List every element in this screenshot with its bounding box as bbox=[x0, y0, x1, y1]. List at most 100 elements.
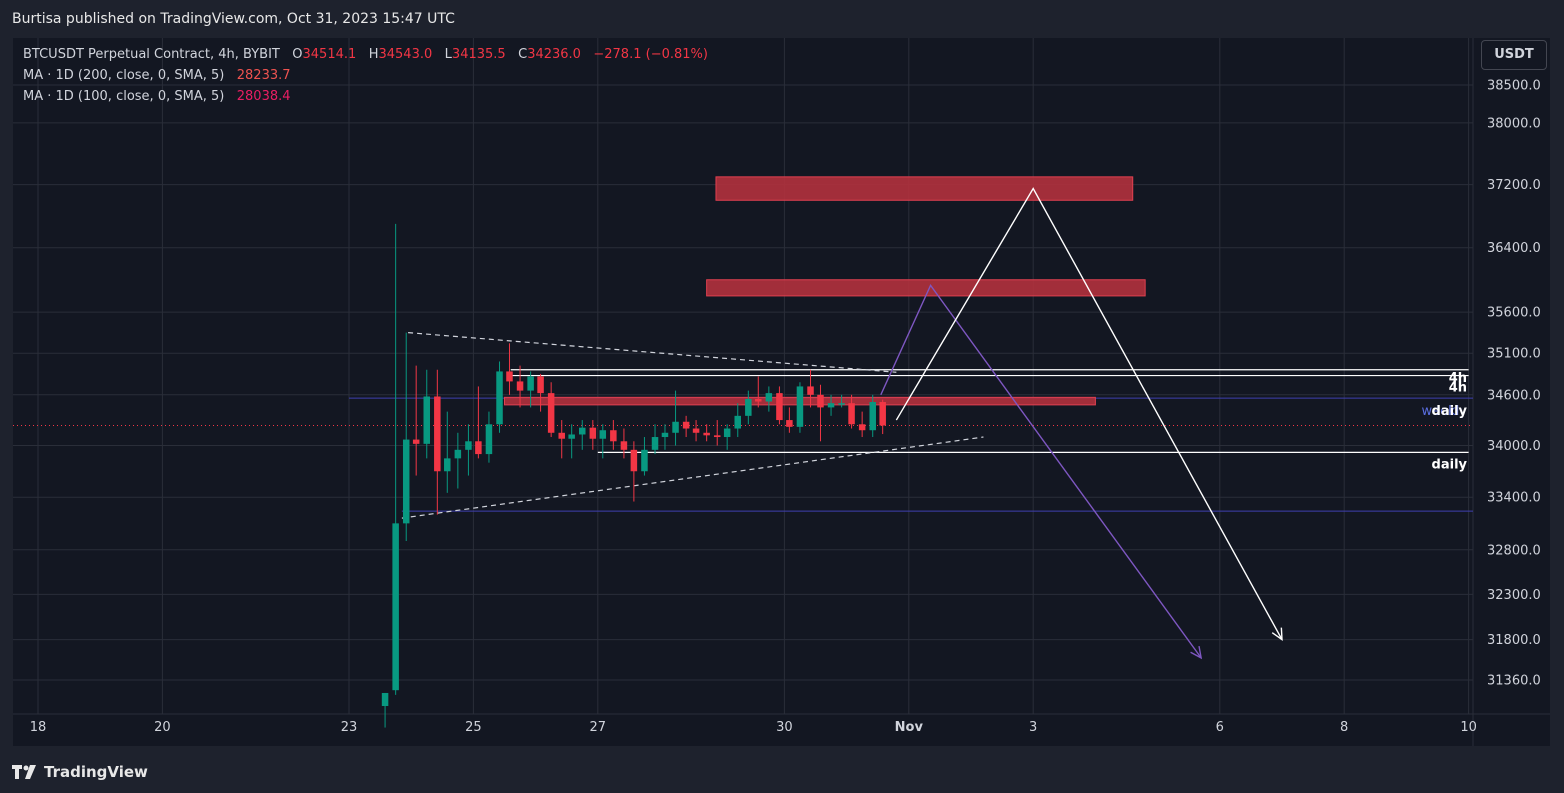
supply-zone-1 bbox=[706, 279, 1146, 297]
y-tick-label-8: 33400.0 bbox=[1487, 491, 1541, 506]
y-tick-label-9: 32800.0 bbox=[1487, 543, 1541, 558]
candle-body-24 bbox=[630, 449, 638, 472]
legend-close-label: C bbox=[518, 47, 528, 62]
candle-body-5 bbox=[434, 396, 441, 472]
projection-purple-arrowhead bbox=[1190, 645, 1203, 660]
candle-body-45 bbox=[848, 403, 855, 425]
y-tick-label-11: 31800.0 bbox=[1487, 633, 1541, 648]
candle-body-23 bbox=[620, 441, 628, 450]
x-tick-label-5: 30 bbox=[776, 720, 793, 735]
chart-legend: BTCUSDT Perpetual Contract, 4h, BYBIT O3… bbox=[23, 44, 708, 107]
label-daily-1: daily bbox=[1432, 404, 1468, 419]
candle-body-4 bbox=[423, 396, 430, 444]
candle-body-11 bbox=[496, 371, 503, 425]
x-tick-label-8: 6 bbox=[1216, 720, 1224, 735]
chart-area[interactable]: 38500.0 38000.0 37200.0 36400.0 35600.0 35100… bbox=[13, 38, 1550, 746]
y-tick-label-1: 38000.0 bbox=[1487, 116, 1541, 131]
label-daily-2: daily bbox=[1432, 457, 1468, 472]
candle-body-34 bbox=[734, 415, 741, 429]
candle-body-3 bbox=[412, 439, 420, 444]
candle-body-44 bbox=[838, 403, 845, 405]
legend-open-value: 34514.1 bbox=[302, 47, 357, 62]
x-tick-label-1: 20 bbox=[154, 720, 171, 735]
x-tick-label-0: 18 bbox=[30, 720, 47, 735]
candle-body-48 bbox=[879, 402, 886, 426]
legend-ma100-row: MA · 1D (100, close, 0, SMA, 5) 28038.4 bbox=[23, 86, 708, 107]
x-tick-label-6: Nov bbox=[895, 720, 924, 735]
legend-high-label: H bbox=[368, 47, 379, 62]
projection-white-arrowhead bbox=[1271, 627, 1283, 641]
candle-body-40 bbox=[796, 386, 804, 427]
candle-body-32 bbox=[713, 435, 721, 438]
y-tick-label-0: 38500.0 bbox=[1487, 79, 1541, 94]
x-tick-label-7: 3 bbox=[1029, 720, 1037, 735]
triangle-upper-line bbox=[408, 332, 897, 373]
legend-low-value: 34135.5 bbox=[451, 47, 506, 62]
legend-ma200-label: MA · 1D (200, close, 0, SMA, 5) bbox=[23, 68, 225, 83]
y-tick-label-10: 32300.0 bbox=[1487, 588, 1541, 603]
x-tick-label-10: 10 bbox=[1460, 720, 1477, 735]
y-tick-label-6: 34600.0 bbox=[1487, 388, 1541, 403]
candle-body-35 bbox=[745, 398, 752, 416]
candle-body-42 bbox=[817, 394, 824, 408]
y-tick-label-2: 37200.0 bbox=[1487, 178, 1541, 193]
candle-body-1 bbox=[392, 523, 399, 691]
candle-body-25 bbox=[641, 449, 648, 472]
candle-body-46 bbox=[858, 424, 866, 431]
footer: TradingView bbox=[12, 760, 148, 784]
y-tick-label-7: 34000.0 bbox=[1487, 439, 1541, 454]
candle-body-29 bbox=[682, 421, 690, 429]
candle-body-38 bbox=[776, 393, 783, 421]
label-4h-2: 4h bbox=[1449, 381, 1467, 396]
price-chart[interactable]: 38500.0 38000.0 37200.0 36400.0 35600.0 35100… bbox=[13, 38, 1550, 746]
y-tick-label-4: 35600.0 bbox=[1487, 306, 1541, 321]
candle-body-20 bbox=[589, 427, 597, 439]
label-4h-1: 4h bbox=[1449, 371, 1467, 386]
candle-body-39 bbox=[786, 420, 793, 427]
x-tick-label-4: 27 bbox=[590, 720, 607, 735]
candle-body-15 bbox=[537, 376, 544, 394]
currency-button[interactable]: USDT bbox=[1481, 40, 1547, 70]
candle-body-31 bbox=[703, 432, 710, 436]
legend-ma200-row: MA · 1D (200, close, 0, SMA, 5) 28233.7 bbox=[23, 65, 708, 86]
label-weekly: weekly bbox=[1422, 404, 1468, 419]
legend-ma100-label: MA · 1D (100, close, 0, SMA, 5) bbox=[23, 89, 225, 104]
candle-body-8 bbox=[465, 441, 472, 450]
y-tick-label-12: 31360.0 bbox=[1487, 674, 1541, 689]
candle-body-16 bbox=[547, 393, 555, 433]
candle-body-10 bbox=[485, 424, 493, 455]
candle-body-0 bbox=[381, 692, 389, 707]
candle-body-30 bbox=[692, 428, 700, 433]
candle-body-43 bbox=[827, 403, 835, 408]
published-text: Burtisa published on TradingView.com, Oc… bbox=[12, 11, 455, 27]
candle-body-17 bbox=[558, 432, 565, 439]
x-tick-label-9: 8 bbox=[1340, 720, 1348, 735]
candle-body-33 bbox=[723, 428, 731, 438]
candle-body-9 bbox=[475, 441, 482, 455]
candle-body-18 bbox=[568, 434, 575, 439]
candle-body-7 bbox=[454, 449, 462, 459]
candle-body-26 bbox=[651, 437, 659, 450]
candle-body-27 bbox=[661, 432, 669, 438]
candle-body-22 bbox=[610, 430, 617, 442]
candle-body-36 bbox=[755, 398, 762, 402]
legend-symbol: BTCUSDT Perpetual Contract, 4h, BYBIT bbox=[23, 47, 280, 62]
legend-ma200-value: 28233.7 bbox=[236, 68, 291, 83]
supply-zone-0 bbox=[715, 176, 1134, 201]
x-tick-label-2: 23 bbox=[341, 720, 358, 735]
candle-body-21 bbox=[599, 430, 607, 439]
projection-white bbox=[895, 187, 1283, 640]
y-tick-label-5: 35100.0 bbox=[1487, 347, 1541, 362]
footer-brand: TradingView bbox=[44, 763, 148, 781]
candle-body-47 bbox=[869, 402, 876, 431]
candle-body-19 bbox=[579, 427, 586, 435]
x-tick-label-3: 25 bbox=[465, 720, 482, 735]
legend-change: −278.1 (−0.81%) bbox=[593, 47, 708, 62]
legend-low-label: L bbox=[444, 47, 452, 62]
candle-body-12 bbox=[506, 371, 513, 382]
y-tick-label-3: 36400.0 bbox=[1487, 241, 1541, 256]
legend-close-value: 34236.0 bbox=[527, 47, 581, 62]
triangle-lower-line bbox=[401, 436, 984, 519]
legend-open-label: O bbox=[292, 47, 303, 62]
legend-high-value: 34543.0 bbox=[378, 47, 433, 62]
